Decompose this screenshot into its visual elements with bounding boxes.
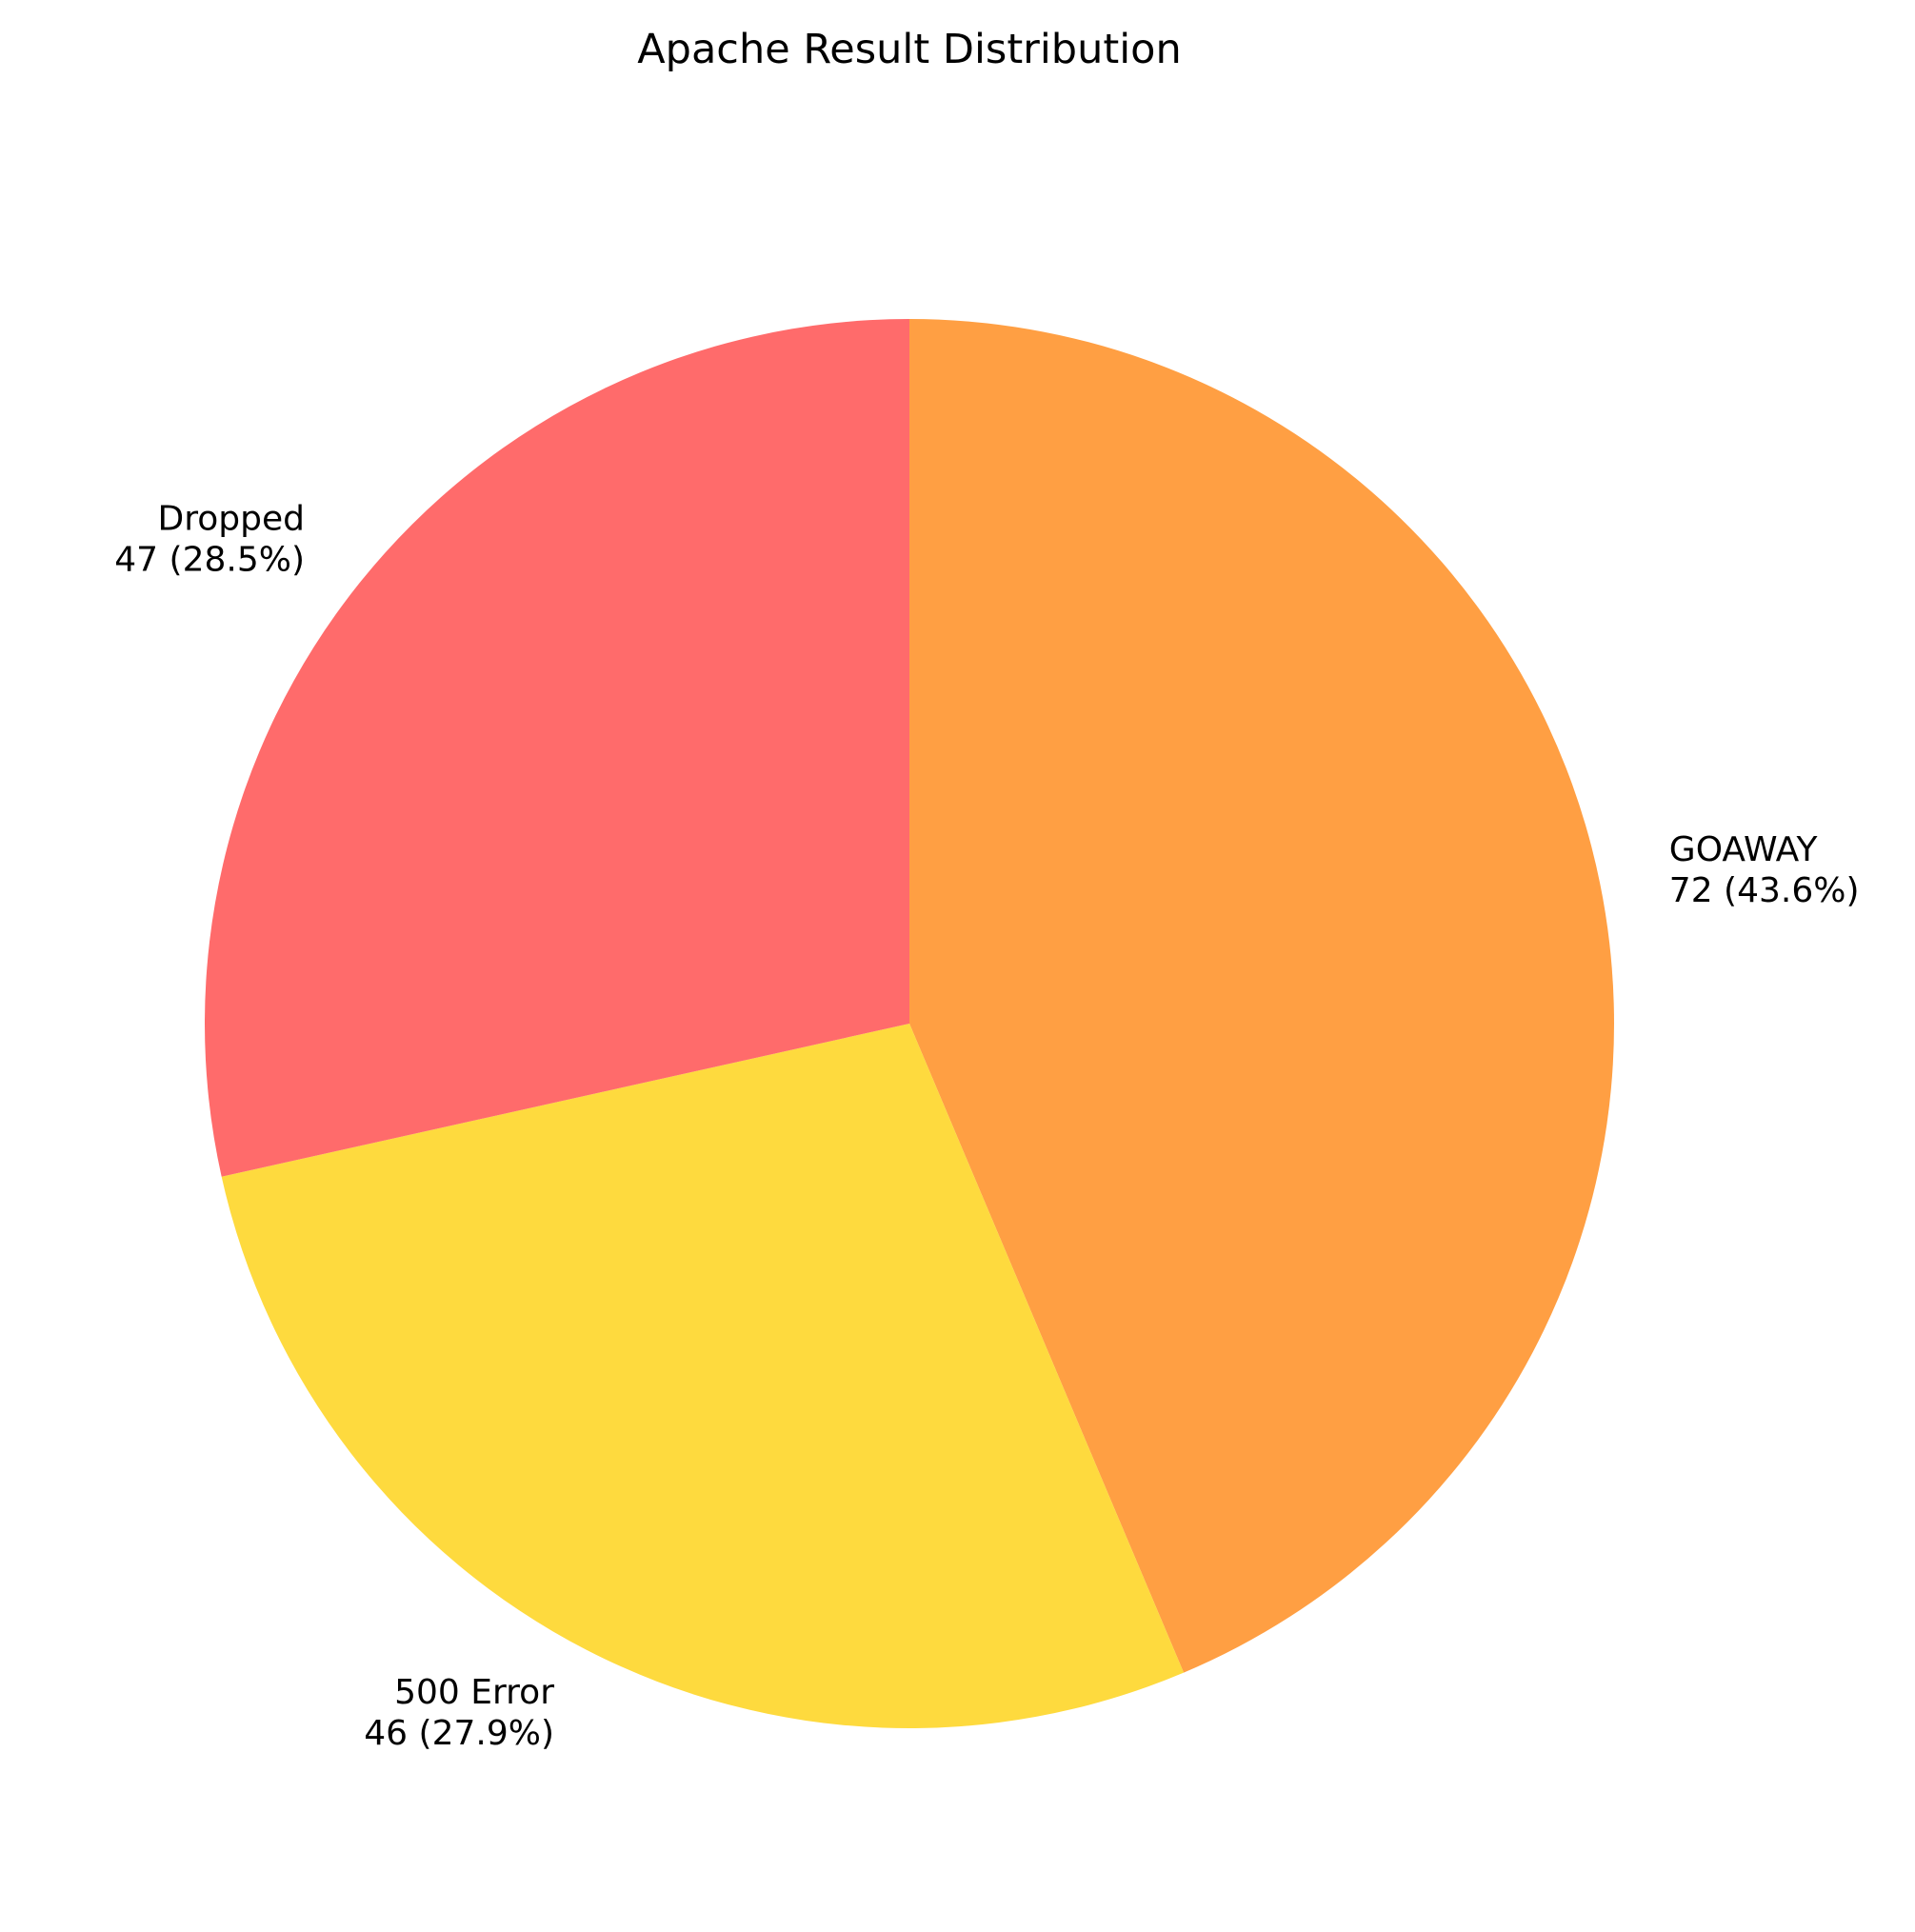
slice-label-goaway: GOAWAY 72 (43.6%) <box>1669 830 1860 910</box>
pie-slice-500-error <box>221 1024 1185 1728</box>
pie-slice-goaway <box>909 319 1614 1673</box>
slice-category: 500 Error <box>394 1673 554 1712</box>
slice-label-dropped: Dropped 47 (28.5%) <box>114 499 305 579</box>
slice-value: 47 (28.5%) <box>114 540 305 579</box>
chart-title: Apache Result Distribution <box>637 26 1181 73</box>
slice-label-500-error: 500 Error 46 (27.9%) <box>364 1673 554 1753</box>
slice-category: Dropped <box>158 499 305 538</box>
pie-slice-dropped <box>205 319 910 1177</box>
pie-labels: GOAWAY 72 (43.6%) 500 Error 46 (27.9%) Dropp… <box>114 499 1859 1753</box>
slice-value: 46 (27.9%) <box>364 1714 554 1753</box>
slice-value: 72 (43.6%) <box>1669 871 1860 910</box>
slice-category: GOAWAY <box>1669 830 1819 869</box>
pie-slices <box>205 319 1614 1728</box>
